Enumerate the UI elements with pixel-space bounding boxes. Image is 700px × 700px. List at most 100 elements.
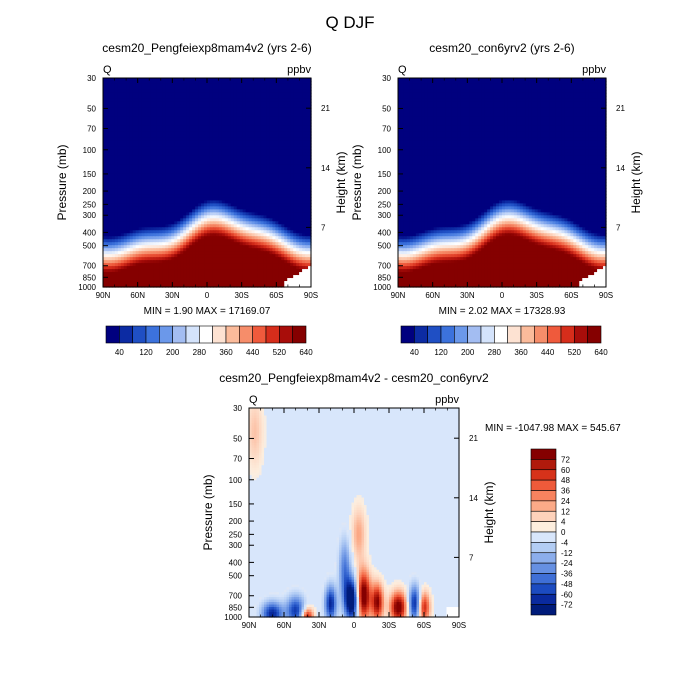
colorbar-label: 120 — [434, 348, 448, 357]
height-tick-label: 21 — [469, 434, 478, 443]
min-max-stats: MIN = 1.90 MAX = 17169.07 — [144, 306, 271, 317]
colorbar-swatch — [172, 325, 187, 344]
colorbar-label: 520 — [273, 348, 287, 357]
y-tick-label: 30 — [87, 74, 96, 83]
y-tick-label: 1000 — [78, 283, 96, 292]
x-tick-label: 0 — [352, 621, 357, 630]
height-tick-label: 7 — [616, 223, 621, 232]
colorbar-swatch — [530, 604, 557, 616]
y-tick-label: 150 — [378, 170, 392, 179]
y-tick-label: 300 — [378, 211, 392, 220]
contour-field — [103, 78, 312, 288]
y-tick-label: 70 — [87, 125, 96, 134]
panel-title: cesm20_Pengfeiexp8mam4v2 - cesm20_con6yr… — [219, 371, 489, 385]
y-tick-label: 200 — [83, 187, 97, 196]
colorbar-swatch — [414, 325, 428, 344]
colorbar-label: 40 — [115, 348, 124, 357]
y-tick-label: 300 — [83, 211, 97, 220]
colorbar-label: 12 — [561, 507, 570, 516]
colorbar-swatch — [530, 542, 557, 554]
colorbar-model-run: 40 120 200 280 360 440 520 640 — [105, 325, 313, 357]
y-tick-label: 400 — [83, 228, 97, 237]
colorbar-swatch — [159, 325, 173, 344]
colorbar-swatch — [225, 325, 240, 344]
height-tick-label: 14 — [616, 164, 625, 173]
colorbar-label: 280 — [193, 348, 207, 357]
colorbar-swatch — [530, 562, 557, 574]
height-tick-label: 7 — [321, 223, 326, 232]
colorbar-label: -24 — [561, 559, 573, 568]
y-tick-label: 400 — [229, 558, 243, 567]
colorbar-label: 0 — [561, 528, 566, 537]
y-tick-label: 250 — [83, 200, 97, 209]
y-tick-label: 50 — [87, 104, 96, 113]
colorbar-swatch — [467, 325, 482, 344]
units-label: ppbv — [435, 394, 459, 406]
y-tick-label: 100 — [378, 146, 392, 155]
y-axis-title-right: Height (km) — [334, 151, 348, 213]
colorbar-label: 120 — [139, 348, 153, 357]
colorbar-label: 640 — [299, 348, 313, 357]
x-tick-label: 90N — [391, 291, 406, 300]
colorbar-swatch — [265, 325, 280, 344]
x-tick-label: 60N — [425, 291, 440, 300]
y-tick-label: 700 — [378, 262, 392, 271]
y-tick-label: 200 — [378, 187, 392, 196]
colorbar-swatch — [400, 325, 415, 344]
colorbar-swatch — [480, 325, 495, 344]
units-label: ppbv — [287, 64, 311, 76]
contour-field — [398, 78, 607, 288]
y-axis-title-right: Height (km) — [629, 151, 643, 213]
min-max-stats: MIN = 2.02 MAX = 17328.93 — [439, 306, 566, 317]
colorbar-label: 440 — [246, 348, 260, 357]
x-tick-label: 90S — [599, 291, 613, 300]
colorbar-label: 48 — [561, 476, 570, 485]
x-tick-label: 90S — [452, 621, 466, 630]
colorbar-label: 440 — [541, 348, 555, 357]
y-tick-label: 500 — [229, 572, 243, 581]
y-tick-label: 50 — [233, 434, 242, 443]
colorbar-swatch — [530, 510, 557, 522]
colorbar-swatch — [292, 325, 307, 344]
colorbar-label: 72 — [561, 455, 570, 464]
variable-label: Q — [398, 64, 407, 76]
colorbar-swatch — [427, 325, 442, 344]
colorbar-swatch — [530, 531, 557, 543]
colorbar-swatch — [530, 479, 557, 491]
colorbar-swatch — [547, 325, 562, 344]
y-tick-label: 850 — [83, 273, 97, 282]
colorbar-swatch — [534, 325, 548, 344]
x-tick-label: 30N — [165, 291, 180, 300]
colorbar-label: 640 — [594, 348, 608, 357]
x-tick-label: 30N — [460, 291, 475, 300]
x-tick-label: 60S — [564, 291, 578, 300]
colorbar-swatch — [520, 325, 535, 344]
y-tick-label: 100 — [229, 476, 243, 485]
colorbar-label: 4 — [561, 518, 566, 527]
y-tick-label: 150 — [83, 170, 97, 179]
colorbar-swatch — [507, 325, 522, 344]
variable-label: Q — [103, 64, 112, 76]
colorbar-swatch — [252, 325, 267, 344]
colorbar-swatch — [440, 325, 455, 344]
x-tick-label: 30N — [312, 621, 327, 630]
y-tick-label: 700 — [229, 592, 243, 601]
colorbar-swatch — [530, 469, 557, 481]
colorbar-swatch — [119, 325, 133, 344]
height-tick-label: 21 — [321, 104, 330, 113]
min-max-stats: MIN = -1047.98 MAX = 545.67 — [485, 423, 621, 434]
colorbar-label: -4 — [561, 538, 569, 547]
x-tick-label: 30S — [382, 621, 396, 630]
colorbar-label: 280 — [488, 348, 502, 357]
y-tick-label: 70 — [382, 125, 391, 134]
variable-label: Q — [249, 394, 258, 406]
y-tick-label: 150 — [229, 500, 243, 509]
y-tick-label: 500 — [378, 242, 392, 251]
colorbar-swatch — [454, 325, 468, 344]
height-tick-label: 14 — [469, 494, 478, 503]
y-tick-label: 250 — [229, 530, 243, 539]
x-tick-label: 90S — [304, 291, 318, 300]
colorbar-label: -48 — [561, 580, 573, 589]
